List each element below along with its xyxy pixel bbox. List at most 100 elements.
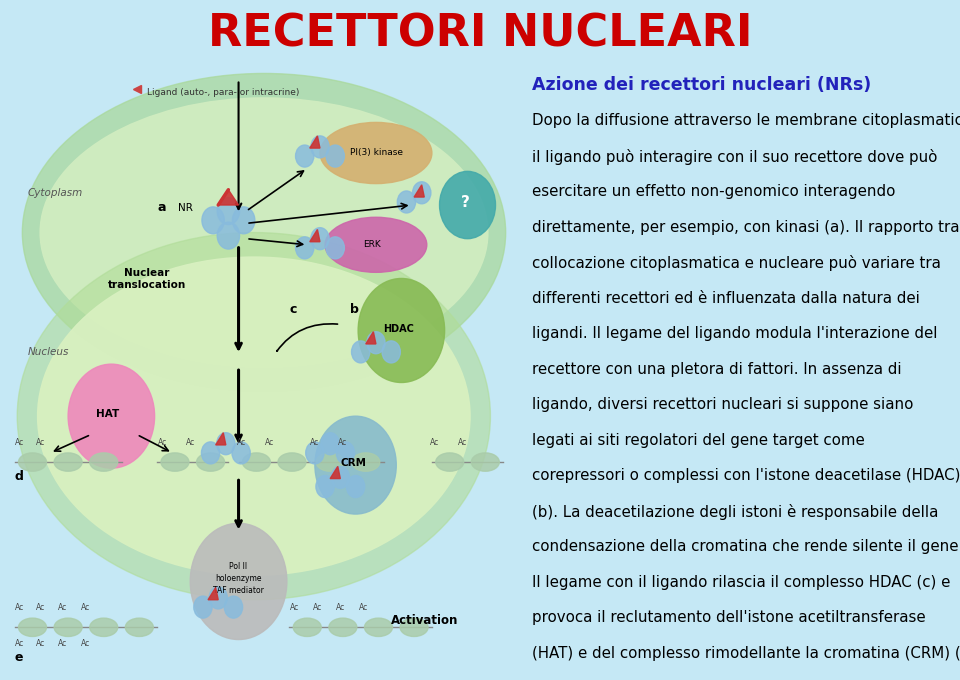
Circle shape [351, 341, 370, 363]
Text: legati ai siti regolatori del gene target come: legati ai siti regolatori del gene targe… [532, 432, 865, 447]
Text: NR: NR [178, 203, 192, 213]
Ellipse shape [54, 618, 83, 636]
Text: Ac: Ac [338, 438, 348, 447]
Text: Ac: Ac [36, 639, 45, 647]
Circle shape [336, 442, 354, 464]
Circle shape [440, 171, 495, 239]
Text: Ac: Ac [290, 603, 300, 612]
Ellipse shape [365, 618, 393, 636]
Circle shape [321, 432, 339, 455]
Ellipse shape [293, 618, 322, 636]
Ellipse shape [400, 618, 428, 636]
Circle shape [382, 341, 400, 363]
Text: Nuclear
translocation: Nuclear translocation [108, 268, 186, 290]
Ellipse shape [54, 453, 83, 471]
Text: Ac: Ac [313, 603, 322, 612]
Text: (HAT) e del complesso rimodellante la cromatina (CRM) (d).: (HAT) e del complesso rimodellante la cr… [532, 646, 960, 661]
Text: Ac: Ac [59, 603, 67, 612]
Text: Ac: Ac [15, 639, 24, 647]
Circle shape [311, 228, 329, 250]
FancyArrowPatch shape [276, 324, 338, 351]
Text: Il legame con il ligando rilascia il complesso HDAC (c) e: Il legame con il ligando rilascia il com… [532, 575, 950, 590]
Text: Dopo la diffusione attraverso le membrane citoplasmatiche,: Dopo la diffusione attraverso le membran… [532, 113, 960, 129]
Text: c: c [290, 303, 297, 316]
Text: Ac: Ac [336, 603, 345, 612]
Text: Ac: Ac [430, 438, 439, 447]
Circle shape [296, 237, 314, 259]
Circle shape [232, 442, 251, 464]
Text: esercitare un effetto non-genomico interagendo: esercitare un effetto non-genomico inter… [532, 184, 895, 199]
Text: Cytoplasm: Cytoplasm [28, 188, 83, 198]
Text: Ac: Ac [157, 438, 167, 447]
Polygon shape [218, 190, 239, 205]
Circle shape [190, 524, 287, 639]
Ellipse shape [40, 98, 488, 367]
Circle shape [217, 222, 240, 249]
Polygon shape [366, 332, 376, 344]
Text: ligandi. Il legame del ligando modula l'interazione del: ligandi. Il legame del ligando modula l'… [532, 326, 937, 341]
Ellipse shape [126, 618, 154, 636]
Ellipse shape [320, 122, 432, 184]
Text: b: b [350, 303, 359, 316]
Circle shape [209, 587, 228, 609]
Text: ERK: ERK [363, 239, 381, 249]
Ellipse shape [325, 217, 427, 272]
Text: HDAC: HDAC [384, 324, 415, 334]
Ellipse shape [89, 618, 118, 636]
Text: Ac: Ac [359, 603, 368, 612]
Ellipse shape [471, 453, 499, 471]
Text: Ac: Ac [185, 438, 195, 447]
Ellipse shape [37, 257, 470, 575]
Text: Ac: Ac [59, 639, 67, 647]
Ellipse shape [278, 453, 306, 471]
Text: Ac: Ac [36, 603, 45, 612]
Circle shape [296, 145, 314, 167]
Circle shape [326, 145, 345, 167]
Circle shape [217, 432, 235, 455]
Circle shape [397, 191, 416, 213]
Ellipse shape [197, 453, 225, 471]
Text: recettore con una pletora di fattori. In assenza di: recettore con una pletora di fattori. In… [532, 362, 901, 377]
Polygon shape [310, 136, 320, 148]
Polygon shape [330, 466, 341, 479]
Circle shape [367, 332, 385, 354]
Ellipse shape [161, 453, 189, 471]
Text: Ac: Ac [82, 603, 90, 612]
Text: Ac: Ac [236, 438, 246, 447]
Circle shape [311, 136, 329, 158]
Polygon shape [208, 588, 218, 600]
Ellipse shape [18, 618, 46, 636]
Circle shape [217, 198, 240, 224]
Circle shape [331, 466, 349, 488]
Text: differenti recettori ed è influenzata dalla natura dei: differenti recettori ed è influenzata da… [532, 291, 920, 306]
Polygon shape [310, 229, 320, 241]
Ellipse shape [436, 453, 464, 471]
Text: Ac: Ac [310, 438, 320, 447]
Text: condensazione della cromatina che rende silente il gene.: condensazione della cromatina che rende … [532, 539, 960, 554]
Circle shape [225, 596, 243, 618]
Ellipse shape [242, 453, 271, 471]
Ellipse shape [316, 453, 344, 471]
Circle shape [202, 442, 220, 464]
Text: d: d [14, 471, 24, 483]
Ellipse shape [329, 618, 357, 636]
Polygon shape [414, 185, 424, 197]
Text: Azione dei recettori nucleari (NRs): Azione dei recettori nucleari (NRs) [532, 77, 871, 95]
Circle shape [316, 475, 334, 498]
Circle shape [315, 416, 396, 514]
Text: collocazione citoplasmatica e nucleare può variare tra: collocazione citoplasmatica e nucleare p… [532, 255, 941, 271]
Text: ?: ? [461, 195, 469, 211]
Text: Ac: Ac [82, 639, 90, 647]
Text: Ligand (auto-, para- or intracrine): Ligand (auto-, para- or intracrine) [147, 88, 300, 97]
Text: Ac: Ac [264, 438, 274, 447]
Ellipse shape [351, 453, 380, 471]
Circle shape [202, 207, 225, 234]
Text: Ac: Ac [36, 438, 45, 447]
Circle shape [194, 596, 212, 618]
Ellipse shape [17, 233, 491, 600]
Circle shape [347, 475, 365, 498]
Text: RECETTORI NUCLEARI: RECETTORI NUCLEARI [207, 12, 753, 55]
Text: HAT: HAT [96, 409, 119, 420]
Text: corepressori o complessi con l'istone deacetilase (HDAC): corepressori o complessi con l'istone de… [532, 469, 960, 483]
Text: Ac: Ac [15, 438, 24, 447]
